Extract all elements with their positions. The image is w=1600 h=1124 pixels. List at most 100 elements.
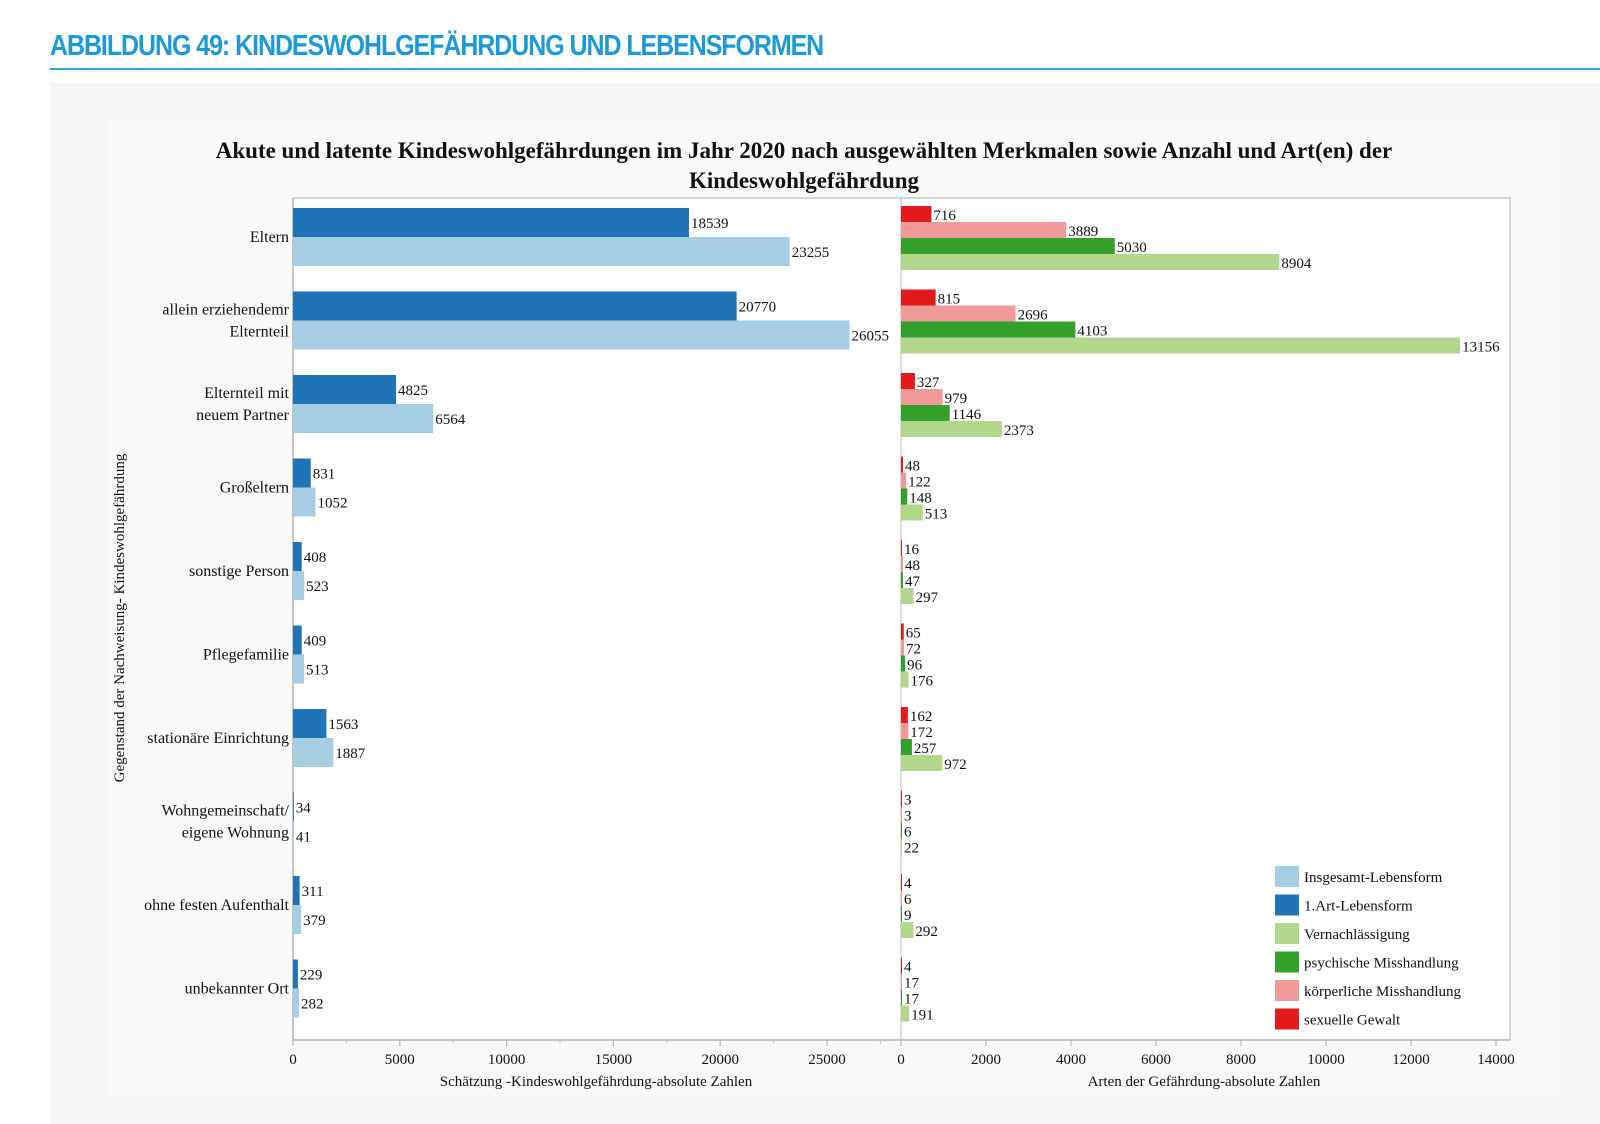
bar-value-label: 815 <box>938 292 961 308</box>
bar-erste-art <box>293 876 300 905</box>
category-label: sonstige Person <box>189 563 289 580</box>
right-x-tick-label: 8000 <box>1226 1052 1256 1068</box>
right-x-tick-label: 10000 <box>1307 1052 1345 1068</box>
bar-value-label: 17 <box>904 992 920 1008</box>
bar-körperliche-misshandlung <box>901 222 1067 238</box>
bar-value-label: 409 <box>304 634 327 650</box>
bar-vernachlässigung <box>901 588 914 604</box>
legend-swatch <box>1275 980 1299 1001</box>
bar-psychische-misshandlung <box>901 822 902 839</box>
legend-label: körperliche Misshandlung <box>1304 984 1462 1000</box>
bar-sexuelle-gewalt <box>901 456 904 473</box>
bar-erste-art <box>293 458 311 488</box>
figure-heading: ABBILDUNG 49: KINDESWOHLGEFÄHRDUNG UND L… <box>50 30 824 62</box>
bar-körperliche-misshandlung <box>901 389 943 405</box>
bar-value-label: 65 <box>906 626 921 642</box>
category-label: Großeltern <box>220 480 289 497</box>
bar-value-label: 41 <box>296 830 311 846</box>
bar-vernachlässigung <box>901 337 1461 354</box>
legend-swatch <box>1275 866 1299 887</box>
bar-value-label: 48 <box>905 459 920 475</box>
bar-value-label: 26055 <box>852 329 890 345</box>
bar-value-label: 122 <box>908 475 931 491</box>
legend-label: Vernachlässigung <box>1304 927 1410 943</box>
bar-körperliche-misshandlung <box>901 639 905 656</box>
y-axis-title: Gegenstand der Nachweisung- Kindeswohlge… <box>112 453 128 782</box>
bar-value-label: 13156 <box>1462 340 1500 356</box>
bar-insgesamt <box>293 905 302 934</box>
bar-körperliche-misshandlung <box>901 723 909 739</box>
bar-value-label: 3 <box>904 793 912 809</box>
legend-label: sexuelle Gewalt <box>1304 1013 1401 1029</box>
bar-value-label: 4 <box>904 876 912 892</box>
bar-value-label: 34 <box>296 801 312 817</box>
bar-körperliche-misshandlung <box>901 305 1016 322</box>
chart-title-line: Kindeswohlgefährdung <box>689 168 920 193</box>
bar-value-label: 1052 <box>317 496 347 512</box>
bar-value-label: 5030 <box>1117 240 1147 256</box>
bar-vernachlässigung <box>901 421 1002 437</box>
legend-label: psychische Misshandlung <box>1304 956 1459 972</box>
bar-value-label: 1146 <box>952 407 982 423</box>
left-panel-bars: 18539 23255 20770 26055 4825 6564 831 1052 408 52… <box>293 208 889 1018</box>
bar-insgesamt <box>293 404 434 433</box>
category-label: Eltern <box>250 229 289 246</box>
bar-psychische-misshandlung <box>901 488 908 505</box>
bar-insgesamt <box>293 654 304 684</box>
bar-value-label: 18539 <box>691 216 729 232</box>
bar-value-label: 408 <box>304 550 327 566</box>
right-x-tick-label: 0 <box>897 1052 905 1068</box>
bar-value-label: 4 <box>904 960 912 976</box>
left-x-tick-label: 20000 <box>701 1052 739 1068</box>
bar-sexuelle-gewalt <box>901 790 902 807</box>
bar-sexuelle-gewalt <box>901 289 936 306</box>
bar-value-label: 8904 <box>1281 256 1312 272</box>
category-label: stationäre Einrichtung <box>147 730 289 747</box>
right-x-tick-label: 14000 <box>1477 1052 1515 1068</box>
right-x-tick-label: 12000 <box>1392 1052 1430 1068</box>
bar-insgesamt <box>293 487 316 517</box>
left-x-tick-label: 15000 <box>595 1052 633 1068</box>
legend: Insgesamt-Lebensform 1.Art-Lebensform Vern… <box>1275 866 1462 1030</box>
legend-label: 1.Art-Lebensform <box>1304 899 1413 915</box>
bar-vernachlässigung <box>901 504 923 521</box>
bar-sexuelle-gewalt <box>901 623 904 640</box>
bar-value-label: 513 <box>306 663 329 679</box>
bar-sexuelle-gewalt <box>901 874 902 890</box>
axes: 0 5000 10000 15000 20000 25000 Schätzung -Kind… <box>289 1039 1515 1090</box>
bar-value-label: 6564 <box>435 412 466 428</box>
category-label: ohne festen Aufenthalt <box>144 897 289 914</box>
bar-vernachlässigung <box>901 1005 910 1022</box>
left-x-tick-label: 25000 <box>808 1052 846 1068</box>
legend-swatch <box>1275 1008 1299 1030</box>
bar-value-label: 172 <box>910 725 933 741</box>
bar-value-label: 4825 <box>398 383 428 399</box>
bar-value-label: 297 <box>916 590 939 606</box>
bar-erste-art <box>293 792 294 822</box>
bar-value-label: 3 <box>904 809 912 825</box>
bar-insgesamt <box>293 821 294 851</box>
bar-value-label: 379 <box>303 913 326 929</box>
bar-insgesamt <box>293 988 300 1018</box>
left-x-tick-label: 5000 <box>385 1052 415 1068</box>
bar-erste-art <box>293 542 302 571</box>
bar-vernachlässigung <box>901 671 909 688</box>
legend-swatch <box>1275 894 1299 916</box>
bar-erste-art <box>293 291 737 321</box>
bar-value-label: 2696 <box>1018 308 1049 324</box>
bar-psychische-misshandlung <box>901 238 1115 254</box>
bar-value-label: 96 <box>907 658 923 674</box>
bar-psychische-misshandlung <box>901 405 950 421</box>
bar-value-label: 972 <box>944 757 967 773</box>
bar-value-label: 162 <box>910 709 933 725</box>
bar-value-label: 257 <box>914 741 937 757</box>
bar-psychische-misshandlung <box>901 739 912 755</box>
category-label: Wohngemeinschaft/ <box>161 803 289 820</box>
bar-value-label: 6 <box>904 825 912 841</box>
category-labels: Eltern allein erziehendemr Elternteil Elter… <box>112 229 290 998</box>
legend-swatch <box>1275 923 1299 944</box>
bar-körperliche-misshandlung <box>901 472 907 489</box>
left-x-axis-title: Schätzung -Kindeswohlgefährdung-absolute… <box>440 1074 753 1090</box>
left-x-tick-label: 0 <box>289 1052 297 1068</box>
category-label: allein erziehendemr <box>162 302 289 319</box>
